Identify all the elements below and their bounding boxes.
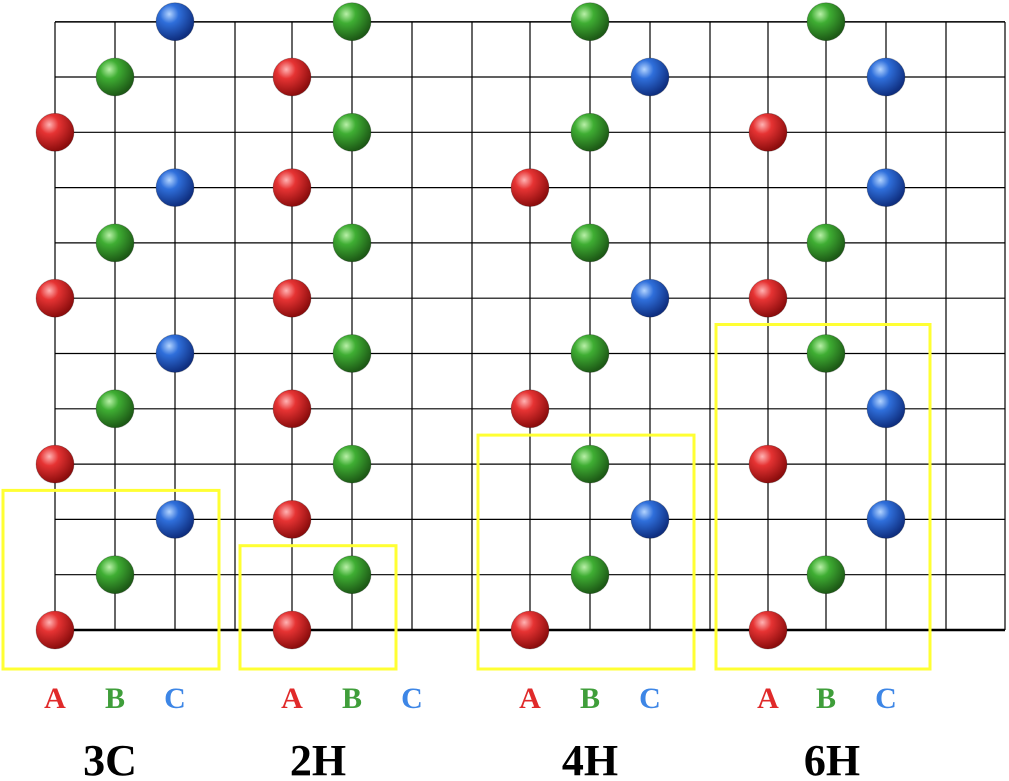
unit-cell-box-3c <box>1 488 221 671</box>
atom-b-6h <box>806 2 846 42</box>
atom-c-6h <box>866 389 906 429</box>
atom-layer <box>35 2 906 650</box>
atom-a-2h <box>272 500 312 539</box>
layer-label-a: A <box>519 682 541 715</box>
atom-b-3c <box>95 223 135 263</box>
atom-a-2h <box>272 278 312 318</box>
polytype-title-6h: 6H <box>804 736 860 781</box>
atom-a-3c <box>35 278 75 318</box>
atom-b-2h <box>332 112 372 152</box>
polytype-title-2h: 2H <box>290 736 346 781</box>
atom-a-6h <box>748 444 788 484</box>
atom-b-3c <box>95 57 135 97</box>
atom-a-2h <box>272 610 312 650</box>
atom-b-6h <box>806 334 846 373</box>
atom-b-2h <box>332 2 372 42</box>
atom-c-3c <box>155 168 195 208</box>
atom-c-6h <box>866 500 906 539</box>
atom-a-2h <box>272 57 312 97</box>
atom-a-3c <box>35 610 75 650</box>
atom-a-4h <box>510 610 550 650</box>
unit-cell-box-4h <box>476 433 696 671</box>
atom-c-3c <box>155 2 195 42</box>
atom-a-4h <box>510 389 550 429</box>
atom-b-4h <box>570 555 610 595</box>
atom-b-2h <box>332 223 372 263</box>
atom-b-4h <box>570 2 610 42</box>
atom-b-4h <box>570 334 610 373</box>
atom-b-3c <box>95 389 135 429</box>
polytype-title-4h: 4H <box>562 736 618 781</box>
layer-label-a: A <box>44 682 66 715</box>
unit-cell-layer <box>1 323 932 671</box>
atom-b-6h <box>806 223 846 263</box>
layer-label-b: B <box>580 682 600 715</box>
label-layer: A B C A B C A B C A B C 3C 2H 4H 6H <box>44 682 897 781</box>
atom-c-4h <box>630 278 670 318</box>
atom-b-4h <box>570 112 610 152</box>
atom-b-3c <box>95 555 135 595</box>
atom-a-6h <box>748 278 788 318</box>
unit-cell-box-6h <box>714 323 932 671</box>
atom-b-4h <box>570 223 610 263</box>
atom-c-4h <box>630 500 670 539</box>
unit-cell-box-2h <box>238 544 398 671</box>
layer-label-b: B <box>105 682 125 715</box>
atom-c-4h <box>630 57 670 97</box>
layer-label-c: C <box>639 682 661 715</box>
atom-c-6h <box>866 168 906 208</box>
atom-b-2h <box>332 334 372 373</box>
atom-c-3c <box>155 500 195 539</box>
atom-c-3c <box>155 334 195 373</box>
atom-c-6h <box>866 57 906 97</box>
atom-b-2h <box>332 444 372 484</box>
stacking-grid <box>54 21 1006 632</box>
atom-b-2h <box>332 555 372 595</box>
atom-a-2h <box>272 168 312 208</box>
layer-label-c: C <box>164 682 186 715</box>
layer-label-b: B <box>816 682 836 715</box>
layer-label-a: A <box>757 682 779 715</box>
layer-label-c: C <box>401 682 423 715</box>
layer-label-a: A <box>281 682 303 715</box>
atom-a-6h <box>748 610 788 650</box>
layer-label-b: B <box>342 682 362 715</box>
atom-a-3c <box>35 444 75 484</box>
layer-label-c: C <box>875 682 897 715</box>
polytype-title-3c: 3C <box>83 736 137 781</box>
atom-b-4h <box>570 444 610 484</box>
atom-a-4h <box>510 168 550 208</box>
atom-a-6h <box>748 112 788 152</box>
atom-a-2h <box>272 389 312 429</box>
atom-a-3c <box>35 112 75 152</box>
atom-b-6h <box>806 555 846 595</box>
